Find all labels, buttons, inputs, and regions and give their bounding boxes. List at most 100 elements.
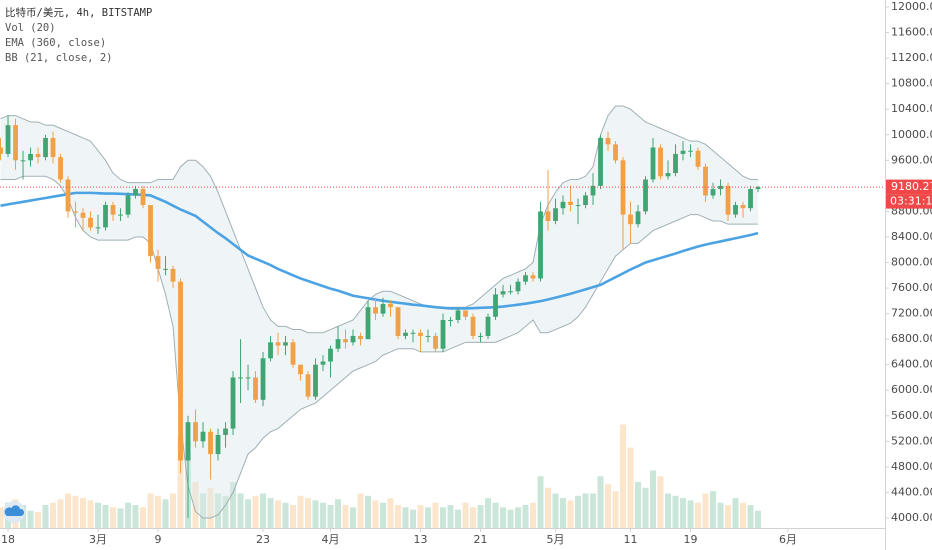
candle-body xyxy=(5,125,11,154)
legend-bb[interactable]: BB (21, close, 2) xyxy=(5,52,112,64)
bb-lower xyxy=(0,175,759,519)
x-tick-label: 9 xyxy=(155,533,162,546)
candle-body xyxy=(703,166,708,196)
volume-bar xyxy=(710,491,717,528)
candle-body xyxy=(635,211,641,225)
volume-bar xyxy=(695,502,702,528)
volume-bar xyxy=(260,493,267,528)
candle-body xyxy=(620,160,626,215)
volume-bar xyxy=(717,502,724,528)
volume-bar xyxy=(342,505,349,528)
y-tick-label: 6000.00 xyxy=(891,383,932,396)
candle-body xyxy=(583,195,588,206)
volume-bar xyxy=(455,509,462,528)
candle-body xyxy=(598,137,603,186)
logo[interactable] xyxy=(3,501,25,523)
candle-body xyxy=(515,281,521,292)
volume-bar xyxy=(665,493,672,528)
last-price-label: 9180.27 xyxy=(891,180,932,193)
x-tick-label: 3月 xyxy=(89,533,107,546)
volume-bar xyxy=(230,482,237,528)
volume-bar xyxy=(635,482,642,528)
candle-body xyxy=(125,195,131,215)
candle-body xyxy=(0,147,3,154)
volume-bar xyxy=(0,507,4,528)
volume-bar xyxy=(582,493,589,528)
candle-body xyxy=(605,137,611,145)
candle-body xyxy=(365,307,371,340)
candle-body xyxy=(695,150,701,167)
bb-upper xyxy=(0,105,759,334)
candle-body xyxy=(268,342,273,359)
volume-bar xyxy=(747,505,754,528)
candle-body xyxy=(65,179,71,212)
candle-body xyxy=(238,377,243,379)
volume-bar xyxy=(132,505,139,528)
candle-body xyxy=(328,348,333,362)
candle-body xyxy=(313,364,318,397)
countdown-box xyxy=(886,194,932,209)
candle-body xyxy=(628,214,633,225)
candle-body xyxy=(665,173,671,177)
candle-body xyxy=(95,227,101,229)
candle-body xyxy=(485,316,491,336)
candle-body xyxy=(88,217,93,228)
y-tick-label: 8400.00 xyxy=(891,230,932,243)
candle-body xyxy=(538,211,543,279)
candle-body xyxy=(418,332,423,336)
volume-bar xyxy=(357,493,364,528)
candle-body xyxy=(155,256,161,269)
y-tick-label: 9600.00 xyxy=(891,153,932,166)
volume-bar xyxy=(567,500,574,528)
candle-body xyxy=(335,339,341,349)
volume-bar xyxy=(387,498,394,528)
candle-body xyxy=(35,153,41,158)
countdown-label: 03:31:19 xyxy=(890,195,932,208)
legend-ema[interactable]: EMA (360, close) xyxy=(5,37,106,49)
y-tick-label: 6400.00 xyxy=(891,358,932,371)
candle-body xyxy=(523,275,528,282)
y-tick-label: 11600.00 xyxy=(891,26,932,39)
volume-bar xyxy=(560,498,567,528)
volume-bar xyxy=(35,511,42,528)
candle-body xyxy=(755,187,761,190)
volume-bar xyxy=(297,495,304,528)
candle-body xyxy=(298,364,303,375)
volume-bar xyxy=(162,499,169,528)
volume-bar xyxy=(200,493,207,528)
candle-body xyxy=(28,153,33,161)
candle-body xyxy=(245,377,251,379)
candle-body xyxy=(283,342,288,346)
volume-bar xyxy=(275,500,282,528)
candle-body xyxy=(643,179,648,212)
candle-body xyxy=(553,208,558,221)
logo-icon xyxy=(4,505,25,516)
candle-body xyxy=(568,201,573,206)
candle-body xyxy=(103,205,108,228)
candle-body xyxy=(223,428,228,435)
volume-bar xyxy=(627,447,634,528)
volume-bar xyxy=(110,507,117,528)
candle-body xyxy=(140,189,146,206)
candle-body xyxy=(530,275,536,279)
volume-bar xyxy=(657,476,664,528)
volume-bar xyxy=(80,498,87,528)
volume-bar xyxy=(215,493,222,528)
candle-body xyxy=(380,304,386,314)
legend-volume[interactable]: Vol (20) xyxy=(5,22,56,34)
volume-bar xyxy=(267,498,274,528)
candle-body xyxy=(613,144,618,161)
candle-body xyxy=(500,291,506,295)
volume-bar xyxy=(672,495,679,528)
candle-body xyxy=(253,377,258,400)
y-tick-label: 10800.00 xyxy=(891,77,932,90)
ema-line xyxy=(0,191,759,310)
volume-bar xyxy=(95,502,102,528)
volume-bar xyxy=(72,495,79,528)
candle-body xyxy=(448,319,453,321)
volume-bar xyxy=(140,507,147,528)
candle-body xyxy=(193,422,198,442)
candle-body xyxy=(350,335,356,343)
volume-bar xyxy=(207,487,214,528)
